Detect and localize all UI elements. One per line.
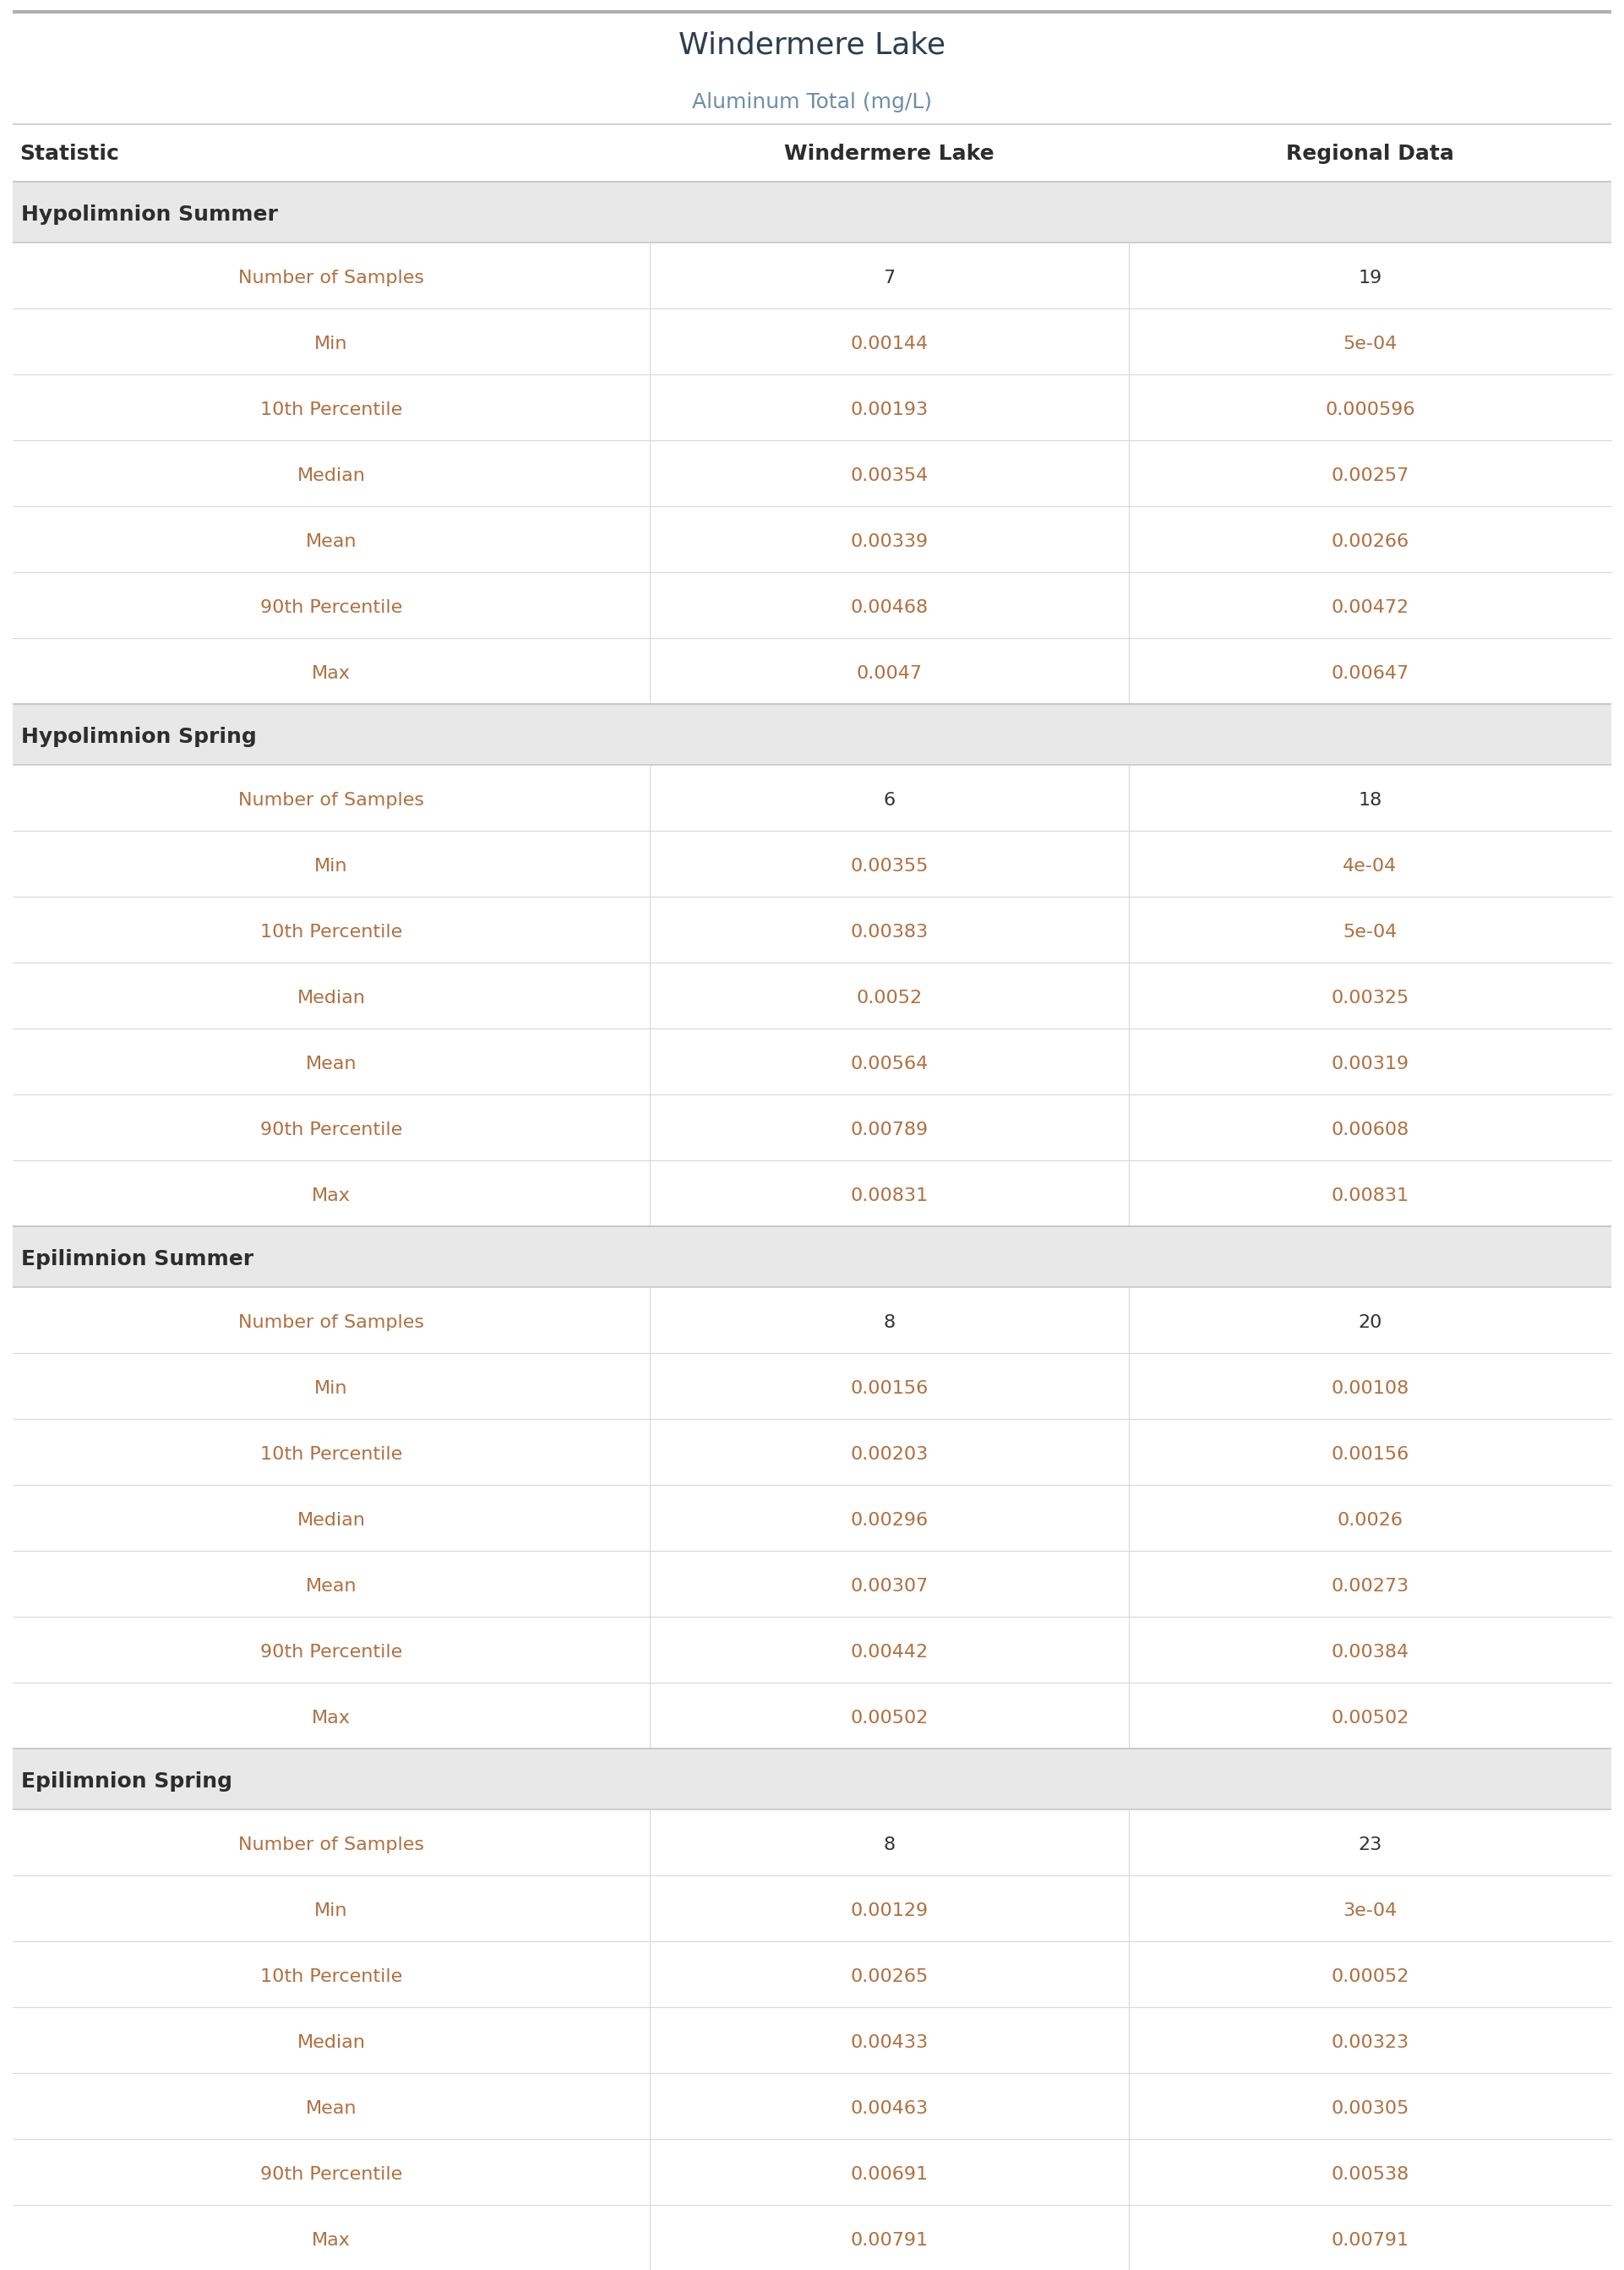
- Text: Number of Samples: Number of Samples: [239, 270, 424, 286]
- Text: 0.00789: 0.00789: [851, 1121, 927, 1140]
- Text: 0.00305: 0.00305: [1332, 2100, 1410, 2118]
- Text: 0.00384: 0.00384: [1332, 1643, 1410, 1662]
- Text: Mean: Mean: [305, 2100, 357, 2118]
- Text: 0.00791: 0.00791: [1332, 2231, 1410, 2250]
- Text: 8: 8: [883, 1836, 895, 1855]
- Text: 5e-04: 5e-04: [1343, 924, 1397, 940]
- Text: 0.00691: 0.00691: [851, 2166, 927, 2184]
- Text: 0.00144: 0.00144: [851, 336, 927, 352]
- Text: 0.00296: 0.00296: [851, 1512, 927, 1530]
- Text: 90th Percentile: 90th Percentile: [260, 1121, 403, 1140]
- Bar: [13, 182, 1611, 243]
- Text: 90th Percentile: 90th Percentile: [260, 1643, 403, 1662]
- Text: 0.00647: 0.00647: [1332, 665, 1410, 681]
- Text: 0.00468: 0.00468: [851, 599, 927, 615]
- Text: Number of Samples: Number of Samples: [239, 1314, 424, 1330]
- Text: Windermere Lake: Windermere Lake: [679, 32, 945, 59]
- Text: Mean: Mean: [305, 1056, 357, 1071]
- Text: 0.00433: 0.00433: [851, 2034, 927, 2052]
- Bar: [13, 704, 1611, 765]
- Text: 0.00354: 0.00354: [851, 468, 927, 484]
- Text: Regional Data: Regional Data: [1286, 143, 1453, 163]
- Text: Min: Min: [315, 858, 348, 874]
- Text: 0.00325: 0.00325: [1332, 990, 1410, 1006]
- Text: Statistic: Statistic: [19, 143, 119, 163]
- Text: 0.00502: 0.00502: [849, 1709, 929, 1727]
- Text: 3e-04: 3e-04: [1343, 1902, 1397, 1920]
- Text: 4e-04: 4e-04: [1343, 858, 1397, 874]
- Text: Number of Samples: Number of Samples: [239, 1836, 424, 1855]
- Text: 0.0047: 0.0047: [856, 665, 922, 681]
- Text: 18: 18: [1358, 792, 1382, 808]
- Text: 0.00538: 0.00538: [1332, 2166, 1410, 2184]
- Text: 20: 20: [1358, 1314, 1382, 1330]
- Text: 8: 8: [883, 1314, 895, 1330]
- Text: 0.00442: 0.00442: [851, 1643, 927, 1662]
- Text: 0.00791: 0.00791: [851, 2231, 927, 2250]
- Text: 0.00273: 0.00273: [1332, 1578, 1410, 1596]
- Text: 7: 7: [883, 270, 895, 286]
- Bar: [13, 1226, 1611, 1287]
- Text: 19: 19: [1358, 270, 1382, 286]
- Text: Max: Max: [312, 1709, 351, 1727]
- Text: 0.00193: 0.00193: [851, 402, 927, 418]
- Bar: [13, 1748, 1611, 1809]
- Text: Epilimnion Spring: Epilimnion Spring: [21, 1771, 232, 1791]
- Text: 90th Percentile: 90th Percentile: [260, 599, 403, 615]
- Text: Median: Median: [297, 2034, 365, 2052]
- Text: Aluminum Total (mg/L): Aluminum Total (mg/L): [692, 91, 932, 111]
- Text: Max: Max: [312, 1187, 351, 1205]
- Text: Min: Min: [315, 1902, 348, 1920]
- Text: 0.000596: 0.000596: [1325, 402, 1415, 418]
- Text: 0.0052: 0.0052: [856, 990, 922, 1006]
- Text: 0.00257: 0.00257: [1332, 468, 1410, 484]
- Text: Epilimnion Summer: Epilimnion Summer: [21, 1249, 253, 1269]
- Text: 0.00052: 0.00052: [1332, 1968, 1410, 1986]
- Text: 0.00339: 0.00339: [851, 533, 927, 549]
- Text: Windermere Lake: Windermere Lake: [784, 143, 994, 163]
- Text: 0.00323: 0.00323: [1332, 2034, 1410, 2052]
- Text: 23: 23: [1358, 1836, 1382, 1855]
- Text: 0.00502: 0.00502: [1332, 1709, 1410, 1727]
- Text: 10th Percentile: 10th Percentile: [260, 924, 403, 940]
- Text: Median: Median: [297, 990, 365, 1006]
- Text: 0.00564: 0.00564: [851, 1056, 927, 1071]
- Text: 0.0026: 0.0026: [1337, 1512, 1403, 1530]
- Text: 0.00108: 0.00108: [1332, 1380, 1410, 1396]
- Text: Max: Max: [312, 665, 351, 681]
- Text: 0.00319: 0.00319: [1332, 1056, 1410, 1071]
- Text: 0.00129: 0.00129: [851, 1902, 927, 1920]
- Text: 90th Percentile: 90th Percentile: [260, 2166, 403, 2184]
- Text: 0.00156: 0.00156: [1332, 1446, 1410, 1462]
- Text: 6: 6: [883, 792, 895, 808]
- Text: 5e-04: 5e-04: [1343, 336, 1397, 352]
- Text: Hypolimnion Spring: Hypolimnion Spring: [21, 726, 257, 747]
- Text: Median: Median: [297, 468, 365, 484]
- Text: Max: Max: [312, 2231, 351, 2250]
- Text: 0.00831: 0.00831: [1332, 1187, 1410, 1205]
- Text: Mean: Mean: [305, 533, 357, 549]
- Text: 0.00307: 0.00307: [851, 1578, 927, 1596]
- Text: Number of Samples: Number of Samples: [239, 792, 424, 808]
- Text: 0.00472: 0.00472: [1332, 599, 1410, 615]
- Text: Min: Min: [315, 336, 348, 352]
- Text: 0.00265: 0.00265: [851, 1968, 927, 1986]
- Text: 0.00608: 0.00608: [1332, 1121, 1410, 1140]
- Text: Mean: Mean: [305, 1578, 357, 1596]
- Text: 0.00383: 0.00383: [851, 924, 927, 940]
- Text: 10th Percentile: 10th Percentile: [260, 402, 403, 418]
- Text: Median: Median: [297, 1512, 365, 1530]
- Text: 0.00355: 0.00355: [849, 858, 929, 874]
- Text: 10th Percentile: 10th Percentile: [260, 1446, 403, 1462]
- Text: 0.00831: 0.00831: [851, 1187, 927, 1205]
- Text: 0.00463: 0.00463: [851, 2100, 927, 2118]
- Text: Hypolimnion Summer: Hypolimnion Summer: [21, 204, 278, 225]
- Text: 0.00266: 0.00266: [1332, 533, 1410, 549]
- Text: 0.00203: 0.00203: [851, 1446, 927, 1462]
- Text: 10th Percentile: 10th Percentile: [260, 1968, 403, 1986]
- Text: Min: Min: [315, 1380, 348, 1396]
- Text: 0.00156: 0.00156: [851, 1380, 927, 1396]
